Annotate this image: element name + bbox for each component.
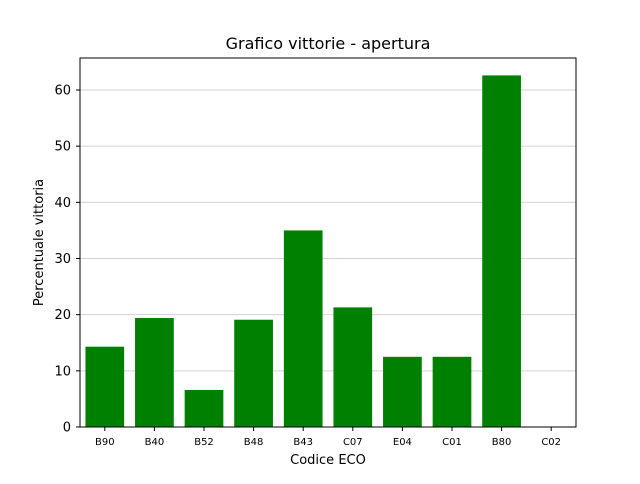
y-tick-label-0: 0 — [63, 421, 71, 436]
x-tick-label-B48: B48 — [244, 437, 264, 448]
chart-title: Grafico vittorie - apertura — [226, 34, 431, 53]
x-tick-label-C07: C07 — [343, 437, 363, 448]
bars — [85, 75, 521, 428]
x-axis-label: Codice ECO — [290, 453, 366, 468]
bar-B40 — [135, 318, 174, 427]
bar-B48 — [234, 319, 273, 427]
x-tick-label-B80: B80 — [492, 437, 512, 448]
bar-C07 — [333, 307, 373, 427]
y-tick-label-1: 10 — [54, 364, 71, 379]
x-tick-label-C01: C01 — [442, 437, 462, 448]
plot-frame — [79, 57, 577, 428]
y-tick-label-5: 50 — [54, 140, 71, 155]
x-axis: B90 B40 B52 B48 B43 C07 E04 C01 B80 C02 — [95, 427, 561, 448]
x-tick-label-B90: B90 — [95, 437, 115, 448]
y-tick-label-4: 40 — [54, 196, 71, 211]
bar-B52 — [184, 389, 224, 427]
bar-B90 — [85, 346, 125, 427]
x-tick-label-C02: C02 — [541, 437, 561, 448]
y-axis-label: Percentuale vittoria — [32, 179, 47, 306]
bar-B43 — [283, 230, 323, 427]
bar-B80 — [482, 75, 521, 428]
y-tick-label-3: 30 — [54, 252, 71, 267]
y-axis: 0 10 20 30 40 50 60 — [54, 84, 80, 436]
x-tick-label-B52: B52 — [194, 437, 214, 448]
y-tick-label-2: 20 — [54, 308, 71, 323]
bar-C01 — [432, 356, 472, 427]
bar-E04 — [383, 356, 422, 427]
x-tick-label-B43: B43 — [293, 437, 313, 448]
x-tick-label-E04: E04 — [393, 437, 412, 448]
x-tick-label-B40: B40 — [145, 437, 165, 448]
y-tick-label-6: 60 — [54, 84, 71, 99]
